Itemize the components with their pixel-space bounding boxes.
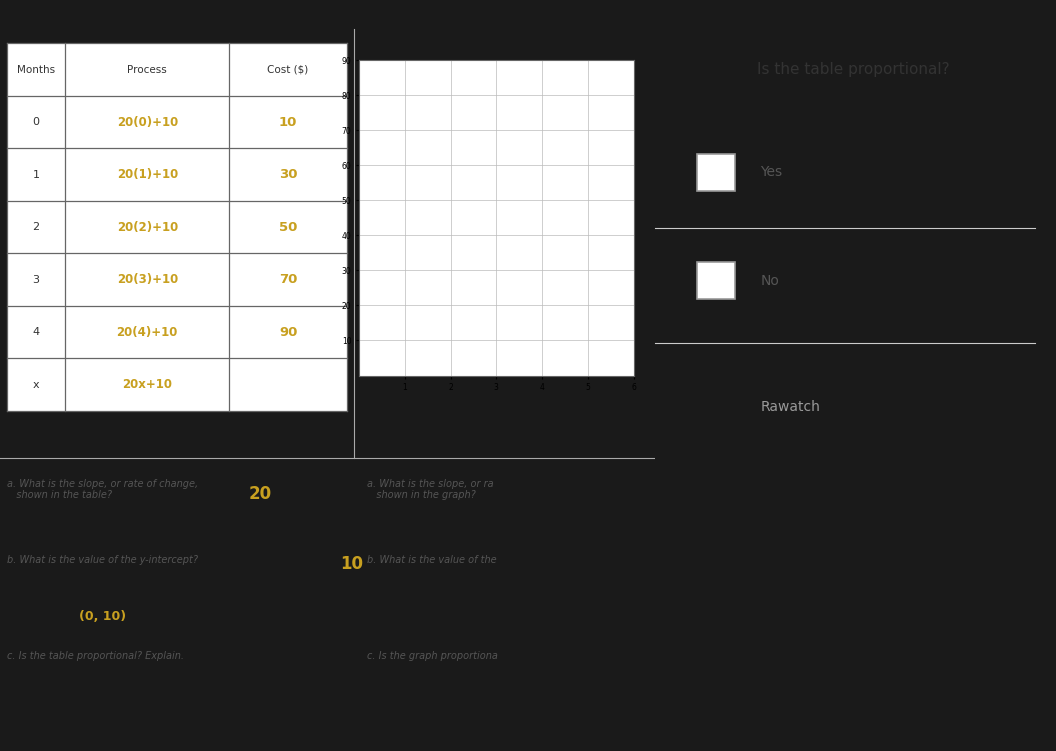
Text: 2: 2 bbox=[33, 222, 39, 232]
Text: (0, 10): (0, 10) bbox=[78, 610, 126, 623]
Text: Process: Process bbox=[128, 65, 167, 74]
Text: x: x bbox=[33, 379, 39, 390]
Text: b. What is the value of the: b. What is the value of the bbox=[366, 554, 496, 565]
Bar bbox=[697, 153, 735, 191]
Text: Months: Months bbox=[17, 65, 55, 74]
Text: c. Is the table proportional? Explain.: c. Is the table proportional? Explain. bbox=[6, 651, 184, 662]
Text: 30: 30 bbox=[279, 168, 298, 181]
Text: a. What is the slope, or rate of change,
   shown in the table?: a. What is the slope, or rate of change,… bbox=[6, 478, 197, 500]
Bar bbox=[697, 262, 735, 299]
Text: 0: 0 bbox=[33, 117, 39, 127]
Text: Rawatch: Rawatch bbox=[760, 400, 821, 414]
Text: a. What is the slope, or ra
   shown in the graph?: a. What is the slope, or ra shown in the… bbox=[366, 478, 493, 500]
Text: b. What is the value of the y-intercept?: b. What is the value of the y-intercept? bbox=[6, 554, 197, 565]
Text: 20(4)+10: 20(4)+10 bbox=[116, 326, 178, 339]
Text: Yes: Yes bbox=[760, 164, 782, 179]
Text: 3: 3 bbox=[33, 275, 39, 285]
Text: 20(3)+10: 20(3)+10 bbox=[116, 273, 178, 286]
Text: 1: 1 bbox=[33, 170, 39, 179]
Text: 50: 50 bbox=[279, 221, 298, 234]
Text: 20(2)+10: 20(2)+10 bbox=[116, 221, 178, 234]
Text: Is the table proportional?: Is the table proportional? bbox=[757, 62, 949, 77]
Text: 4: 4 bbox=[33, 327, 39, 337]
Text: 90: 90 bbox=[279, 326, 298, 339]
Text: 10: 10 bbox=[279, 116, 298, 128]
Text: Cost ($): Cost ($) bbox=[267, 65, 308, 74]
Text: No: No bbox=[760, 273, 779, 288]
Text: 70: 70 bbox=[279, 273, 298, 286]
Bar bbox=[6, 44, 347, 411]
Text: 20x+10: 20x+10 bbox=[122, 378, 172, 391]
Text: 20(0)+10: 20(0)+10 bbox=[116, 116, 178, 128]
Text: 20: 20 bbox=[249, 485, 271, 503]
Text: 20(1)+10: 20(1)+10 bbox=[116, 168, 178, 181]
Text: 10: 10 bbox=[340, 554, 363, 572]
Text: c. Is the graph proportiona: c. Is the graph proportiona bbox=[366, 651, 497, 662]
